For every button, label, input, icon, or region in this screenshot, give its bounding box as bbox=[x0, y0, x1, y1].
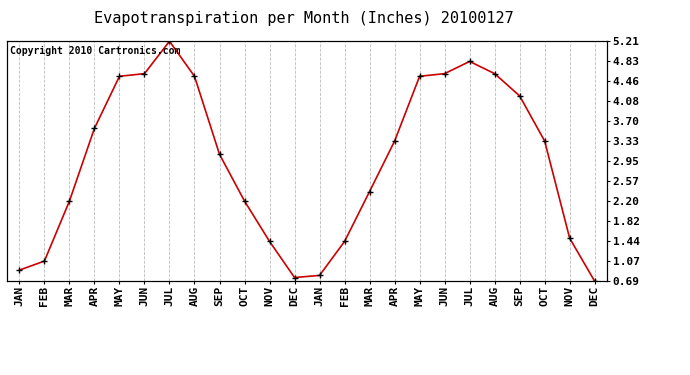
Text: Copyright 2010 Cartronics.com: Copyright 2010 Cartronics.com bbox=[10, 46, 180, 56]
Text: Evapotranspiration per Month (Inches) 20100127: Evapotranspiration per Month (Inches) 20… bbox=[94, 11, 513, 26]
